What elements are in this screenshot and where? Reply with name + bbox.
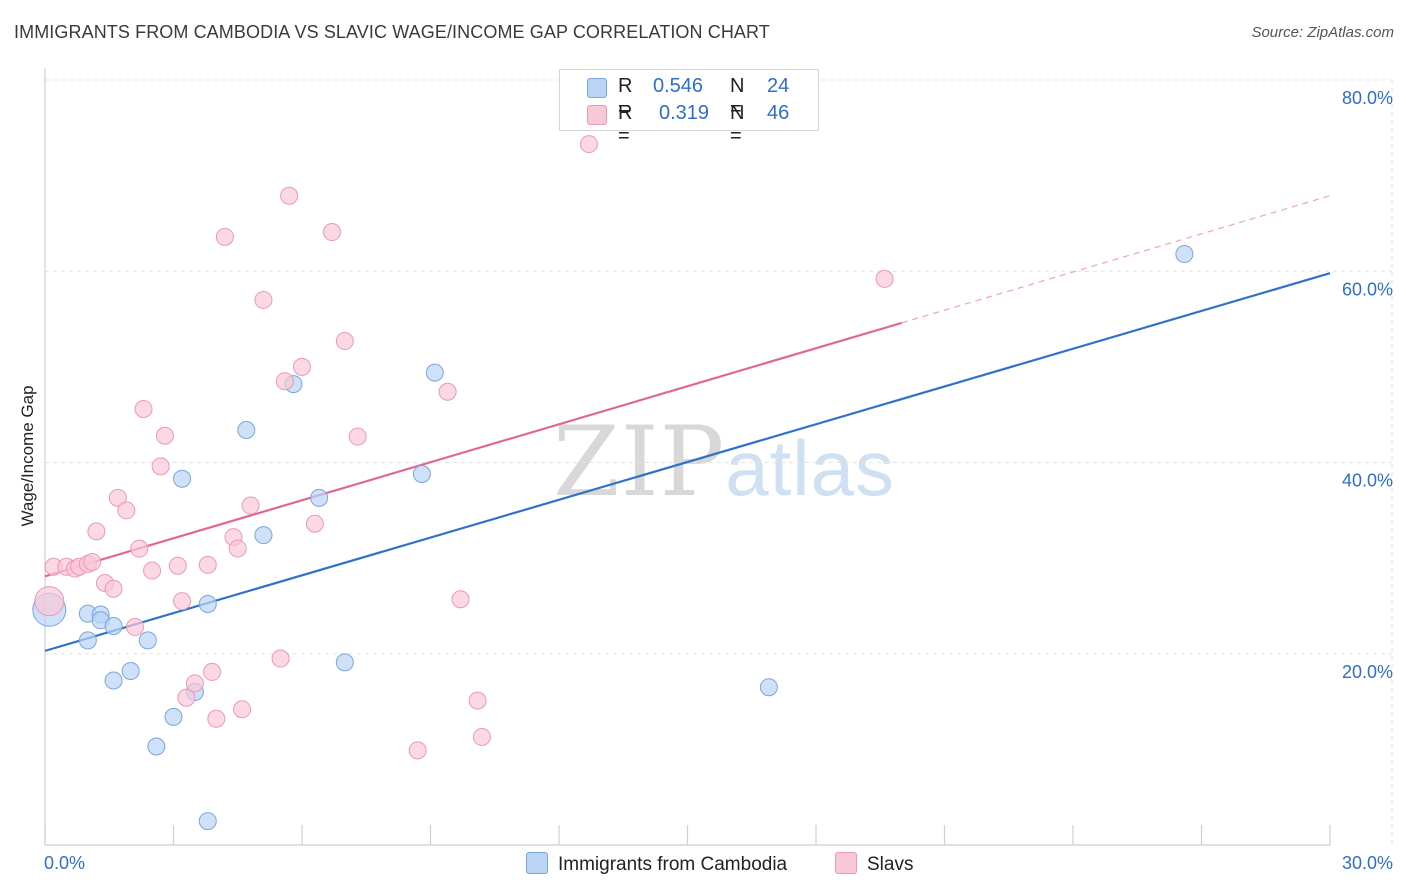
point-cambodia — [198, 595, 217, 614]
correlation-legend: R = 0.546 N = 24 R = 0.319 N = 46 — [559, 69, 819, 147]
y-tick-label: 40.0% — [1342, 471, 1393, 491]
y-tick-label: 20.0% — [1342, 662, 1393, 682]
point-cambodia — [104, 671, 123, 690]
point-slavs — [83, 552, 102, 571]
point-slavs — [168, 556, 187, 575]
point-cambodia — [237, 420, 256, 439]
point-slavs — [254, 290, 273, 309]
axes — [44, 68, 1331, 846]
point-slavs — [408, 741, 427, 760]
point-slavs — [579, 135, 598, 154]
trend-line-slavs — [44, 321, 902, 578]
point-cambodia — [198, 812, 217, 831]
point-slavs — [305, 514, 324, 533]
point-cambodia — [759, 678, 778, 697]
legend-label-slavs: Slavs — [867, 854, 914, 875]
legend-item-cambodia: Immigrants from Cambodia — [526, 852, 787, 876]
point-cambodia — [254, 526, 273, 545]
point-cambodia — [412, 464, 431, 483]
point-cambodia — [1175, 245, 1194, 264]
point-slavs — [177, 688, 196, 707]
trend-extension-slavs — [901, 195, 1331, 324]
point-slavs — [173, 592, 192, 611]
point-slavs — [198, 555, 217, 574]
chart-title: IMMIGRANTS FROM CAMBODIA VS SLAVIC WAGE/… — [14, 22, 770, 42]
point-cambodia — [173, 469, 192, 488]
legend-swatch-cambodia — [526, 852, 548, 874]
gridlines — [45, 79, 1393, 845]
point-cambodia — [138, 631, 157, 650]
legend-item-slavs: Slavs — [835, 852, 913, 876]
legend-n-value: 24 — [767, 75, 790, 97]
point-slavs — [875, 269, 894, 288]
data-points — [32, 135, 1194, 831]
point-slavs — [185, 674, 204, 693]
point-slavs — [335, 332, 354, 351]
legend-r-value: 0.546 — [653, 75, 704, 97]
point-cambodia — [104, 617, 123, 636]
legend-swatch-slavs — [587, 105, 607, 125]
x-tick-label: 30.0% — [1342, 853, 1393, 873]
legend-n-value: 46 — [767, 102, 790, 124]
trend-line-cambodia — [44, 272, 1331, 652]
point-slavs — [241, 496, 260, 515]
legend-swatch-slavs — [835, 852, 857, 874]
point-slavs — [104, 579, 123, 598]
point-cambodia — [164, 707, 183, 726]
y-tick-label: 80.0% — [1342, 88, 1393, 108]
point-slavs — [117, 501, 136, 520]
point-slavs — [108, 488, 127, 507]
point-slavs — [322, 223, 341, 242]
point-slavs — [143, 561, 162, 580]
point-cambodia — [310, 488, 329, 507]
point-cambodia — [335, 653, 354, 672]
point-cambodia — [121, 661, 140, 680]
point-slavs — [228, 539, 247, 558]
point-slavs — [451, 590, 470, 609]
trend-lines — [44, 195, 1331, 652]
point-cambodia — [147, 737, 166, 756]
legend-r-value: 0.319 — [659, 102, 710, 124]
point-slavs — [203, 662, 222, 681]
legend-n-label: N = — [730, 102, 745, 147]
legend-r-label: R = — [618, 75, 633, 120]
point-slavs — [34, 586, 65, 617]
legend-r-label: R = — [618, 102, 633, 147]
point-slavs — [134, 399, 153, 418]
point-slavs — [438, 382, 457, 401]
point-slavs — [275, 372, 294, 391]
point-slavs — [87, 522, 106, 541]
point-slavs — [130, 539, 149, 558]
legend-label-cambodia: Immigrants from Cambodia — [558, 854, 788, 875]
point-slavs — [233, 700, 252, 719]
point-slavs — [280, 186, 299, 205]
point-slavs — [155, 426, 174, 445]
point-slavs — [271, 649, 290, 668]
point-slavs — [151, 457, 170, 476]
y-tick-label: 60.0% — [1342, 279, 1393, 299]
legend-n-label: N = — [730, 75, 745, 120]
point-slavs — [293, 357, 311, 376]
source-credit: Source: ZipAtlas.com — [1251, 24, 1394, 41]
legend-swatch-cambodia — [587, 78, 607, 98]
point-slavs — [215, 227, 234, 246]
x-tick-label: 0.0% — [44, 853, 85, 873]
point-slavs — [125, 617, 144, 636]
y-axis-label: Wage/Income Gap — [18, 385, 37, 527]
point-slavs — [472, 727, 491, 746]
point-cambodia — [425, 363, 444, 382]
point-slavs — [468, 691, 487, 710]
point-slavs — [348, 427, 367, 446]
tick-labels: 20.0% 40.0% 60.0% 80.0% 0.0% 30.0% — [44, 88, 1393, 873]
point-slavs — [207, 709, 226, 728]
point-cambodia — [78, 631, 97, 650]
